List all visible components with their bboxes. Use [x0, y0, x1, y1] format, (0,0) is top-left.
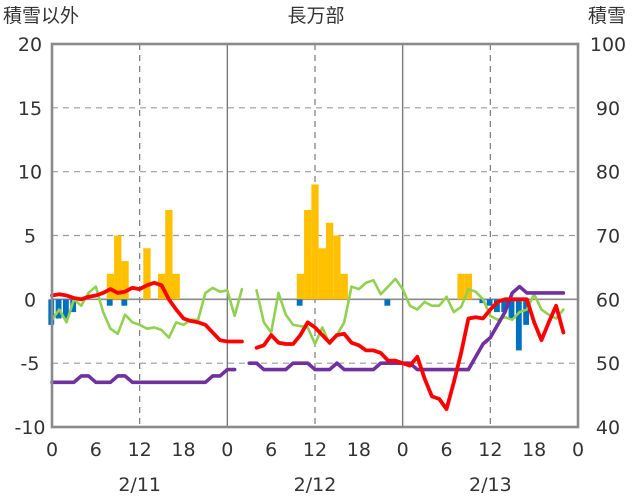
bar-layer [48, 184, 530, 351]
left-tick-label: -5 [21, 353, 40, 375]
right-tick-label: 70 [596, 226, 620, 248]
plot-frame [50, 42, 580, 429]
negative-bar [296, 299, 303, 306]
chart-title: 長万部 [287, 5, 344, 27]
left-axis-title: 積雪以外 [3, 5, 79, 27]
negative-bar [508, 299, 515, 319]
snowfall-bar [296, 273, 305, 300]
x-tick-label: 6 [265, 439, 277, 461]
wind-line [255, 277, 565, 346]
x-tick-label: 0 [46, 439, 58, 461]
snowfall-bar [340, 273, 348, 300]
x-tick-label: 6 [90, 439, 102, 461]
x-tick-label: 18 [522, 439, 546, 461]
snowfall-bar [311, 184, 319, 300]
right-tick-label: 60 [596, 289, 620, 311]
x-tick-label: 6 [440, 439, 452, 461]
right-tick-label: 100 [590, 34, 626, 56]
snowfall-bar [318, 248, 326, 300]
snow-depth-line [50, 367, 237, 385]
left-tick-label: 10 [18, 162, 42, 184]
x-tick-label: 0 [397, 439, 409, 461]
line-layer [50, 277, 566, 412]
right-tick-label: 50 [596, 353, 620, 375]
right-tick-label: 40 [596, 417, 620, 439]
snowfall-bar [114, 235, 122, 300]
x-tick-label: 18 [347, 439, 371, 461]
negative-bar [493, 299, 500, 313]
x-tick-label: 12 [303, 439, 327, 461]
snowfall-bar [143, 248, 151, 300]
negative-bar [523, 299, 530, 325]
negative-bar [486, 299, 493, 306]
x-tick-label: 0 [572, 439, 584, 461]
right-tick-label: 90 [596, 98, 620, 120]
date-label: 2/11 [118, 474, 161, 496]
negative-bar [479, 299, 486, 304]
left-tick-label: 5 [24, 226, 36, 248]
temperature-line [50, 280, 244, 344]
snowfall-bar [106, 273, 115, 300]
x-tick-label: 12 [128, 439, 152, 461]
right-axis-title: 積雪 [588, 5, 626, 27]
x-tick-label: 0 [221, 439, 233, 461]
left-tick-label: 20 [18, 34, 42, 56]
negative-bar [515, 299, 522, 351]
temperature-line [254, 297, 566, 412]
snowfall-bar [325, 222, 334, 300]
negative-bar [106, 299, 113, 306]
snowfall-bar [172, 273, 180, 300]
snowfall-bar [165, 209, 173, 300]
right-tick-label: 80 [596, 162, 620, 184]
negative-bar [121, 299, 128, 306]
x-tick-label: 18 [171, 439, 195, 461]
date-label: 2/12 [294, 474, 337, 496]
left-tick-label: -10 [14, 417, 45, 439]
negative-bar [62, 299, 69, 319]
wind-line [50, 285, 244, 339]
snowfall-bar [304, 209, 312, 300]
snowfall-bar [457, 273, 465, 300]
left-tick-label: 15 [18, 98, 42, 120]
date-label: 2/13 [469, 474, 512, 496]
negative-bar [501, 299, 508, 313]
left-tick-label: 0 [24, 289, 36, 311]
snowfall-bar [121, 261, 129, 300]
snowfall-bar [333, 235, 341, 300]
x-tick-label: 12 [478, 439, 502, 461]
snowfall-bar [464, 273, 473, 300]
negative-bar [384, 299, 391, 306]
axis-layer [50, 42, 580, 429]
